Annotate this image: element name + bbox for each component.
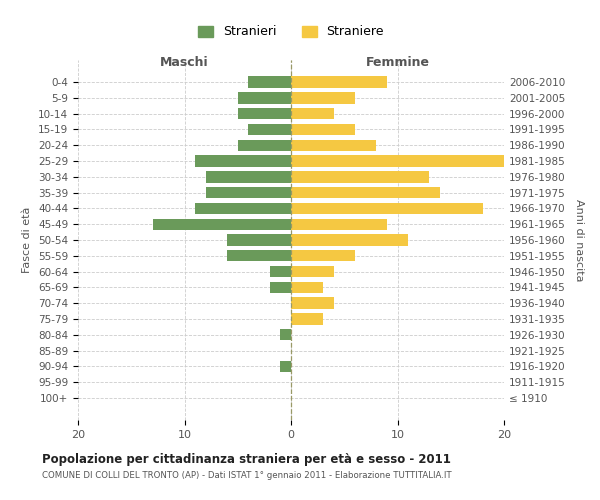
Text: COMUNE DI COLLI DEL TRONTO (AP) - Dati ISTAT 1° gennaio 2011 - Elaborazione TUTT: COMUNE DI COLLI DEL TRONTO (AP) - Dati I…	[42, 471, 452, 480]
Bar	[206, 187, 291, 198]
Bar	[206, 171, 291, 182]
Legend: Stranieri, Straniere: Stranieri, Straniere	[193, 20, 389, 44]
Text: Popolazione per cittadinanza straniera per età e sesso - 2011: Popolazione per cittadinanza straniera p…	[42, 452, 451, 466]
Bar	[238, 140, 291, 151]
Bar	[270, 282, 291, 293]
Text: Femmine: Femmine	[365, 56, 430, 70]
Bar	[291, 76, 387, 88]
Bar	[280, 329, 291, 340]
Y-axis label: Anni di nascita: Anni di nascita	[574, 198, 584, 281]
Y-axis label: Fasce di età: Fasce di età	[22, 207, 32, 273]
Bar	[291, 314, 323, 324]
Bar	[291, 266, 334, 278]
Bar	[291, 298, 334, 309]
Bar	[291, 124, 355, 135]
Bar	[291, 140, 376, 151]
Bar	[291, 218, 387, 230]
Bar	[291, 202, 483, 214]
Bar	[195, 156, 291, 166]
Bar	[248, 76, 291, 88]
Text: Maschi: Maschi	[160, 56, 209, 70]
Bar	[291, 156, 504, 166]
Bar	[248, 124, 291, 135]
Bar	[270, 266, 291, 278]
Bar	[291, 92, 355, 104]
Bar	[291, 250, 355, 262]
Bar	[238, 108, 291, 120]
Bar	[291, 187, 440, 198]
Bar	[291, 282, 323, 293]
Bar	[238, 92, 291, 104]
Bar	[152, 218, 291, 230]
Bar	[227, 234, 291, 246]
Bar	[291, 108, 334, 120]
Bar	[291, 171, 430, 182]
Bar	[227, 250, 291, 262]
Bar	[280, 360, 291, 372]
Bar	[195, 202, 291, 214]
Bar	[291, 234, 408, 246]
